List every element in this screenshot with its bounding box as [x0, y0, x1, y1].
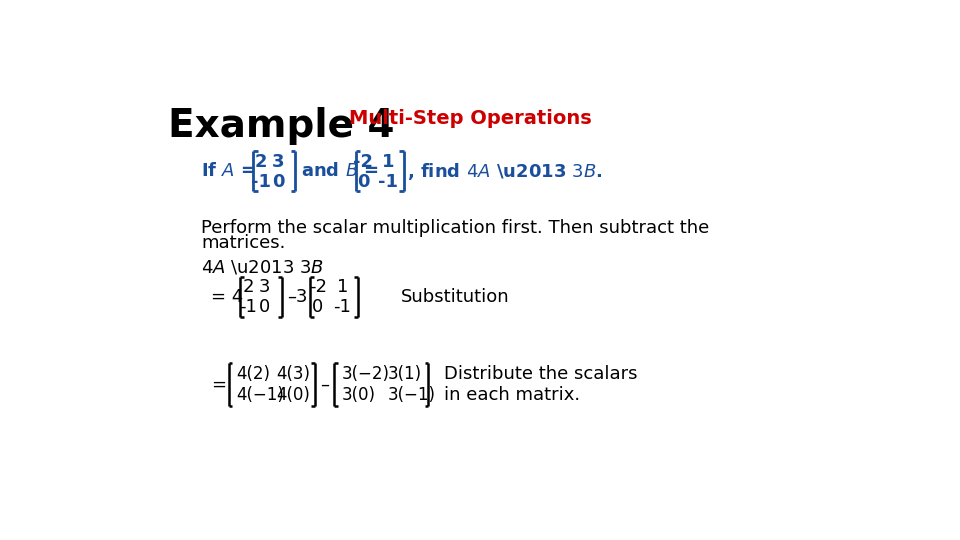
Text: 2: 2: [254, 153, 267, 171]
Text: matrices.: matrices.: [202, 234, 286, 252]
Text: 3(0): 3(0): [342, 386, 375, 404]
Text: 3: 3: [259, 278, 271, 296]
Text: 0: 0: [272, 173, 284, 191]
Text: in each matrix.: in each matrix.: [444, 386, 580, 404]
Text: Perform the scalar multiplication first. Then subtract the: Perform the scalar multiplication first.…: [202, 219, 709, 237]
Text: 1: 1: [337, 278, 348, 296]
Text: 4(2): 4(2): [236, 364, 271, 382]
Text: Substitution: Substitution: [400, 288, 509, 306]
Text: -1: -1: [252, 173, 271, 191]
Text: 3(−1): 3(−1): [388, 386, 436, 404]
Text: -2: -2: [353, 153, 373, 171]
Text: 3: 3: [272, 153, 284, 171]
Text: 0: 0: [312, 298, 324, 316]
Text: = 4: = 4: [211, 288, 244, 306]
Text: 0: 0: [357, 173, 370, 191]
Text: Example 4: Example 4: [168, 107, 395, 145]
Text: , find $4A$ \u2013 $3B$.: , find $4A$ \u2013 $3B$.: [407, 160, 603, 181]
Text: $4A$ \u2013 $3B$: $4A$ \u2013 $3B$: [202, 259, 324, 277]
Text: Multi-Step Operations: Multi-Step Operations: [348, 109, 591, 127]
Text: 0: 0: [259, 298, 271, 316]
Text: -1: -1: [333, 298, 351, 316]
Text: -1: -1: [239, 298, 257, 316]
Text: and $B$ =: and $B$ =: [301, 162, 379, 180]
Text: –: –: [320, 375, 329, 393]
Text: –3: –3: [287, 288, 307, 306]
Text: -1: -1: [378, 173, 398, 191]
Text: 4(−1): 4(−1): [236, 386, 284, 404]
Text: 4(3): 4(3): [276, 364, 310, 382]
Text: 2: 2: [242, 278, 253, 296]
Text: -2: -2: [308, 278, 326, 296]
Text: 3(−2): 3(−2): [342, 364, 390, 382]
Text: =: =: [211, 375, 227, 393]
Text: If $A$ =: If $A$ =: [202, 162, 256, 180]
Text: 4(0): 4(0): [276, 386, 310, 404]
Text: Distribute the scalars: Distribute the scalars: [444, 364, 637, 382]
Text: 3(1): 3(1): [388, 364, 422, 382]
Text: 1: 1: [382, 153, 395, 171]
